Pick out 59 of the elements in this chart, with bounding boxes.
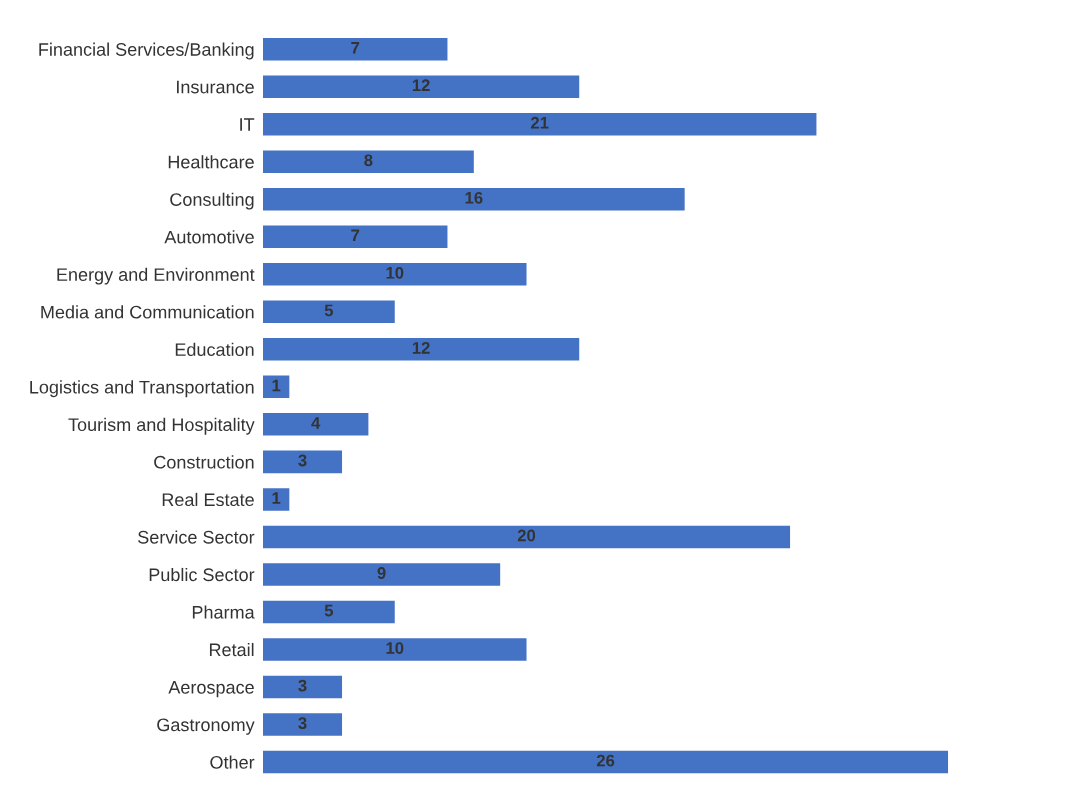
bar — [262, 225, 448, 249]
bar — [262, 675, 343, 699]
y-tick-label: Construction — [154, 455, 254, 469]
data-label: 3 — [298, 717, 307, 730]
bar — [262, 413, 369, 436]
bar — [262, 338, 580, 361]
bar — [262, 488, 290, 511]
y-tick-label: Automotive — [164, 230, 254, 244]
data-label: 7 — [351, 229, 360, 242]
data-label: 26 — [596, 754, 615, 767]
y-tick-label: Healthcare — [168, 155, 254, 169]
data-label: 16 — [465, 191, 483, 204]
y-tick-label: Education — [175, 342, 254, 357]
y-tick-label: Insurance — [177, 80, 254, 94]
bar — [262, 750, 949, 774]
bar — [262, 263, 527, 286]
data-label: 10 — [386, 642, 404, 654]
bar — [262, 150, 474, 173]
bar — [262, 300, 395, 324]
data-label: 8 — [364, 154, 373, 167]
data-label: 12 — [412, 341, 430, 354]
bar — [262, 187, 685, 211]
bar — [262, 75, 580, 98]
y-tick-label: IT — [240, 118, 255, 131]
data-label: 3 — [298, 679, 307, 692]
y-tick-label: Aerospace — [168, 681, 254, 698]
y-tick-label: Public Sector — [149, 567, 255, 582]
y-tick-label: Retail — [209, 642, 254, 657]
data-label: 7 — [351, 42, 360, 54]
y-tick-label: Other — [210, 755, 255, 769]
y-tick-label: Consulting — [170, 192, 254, 210]
bar — [262, 112, 817, 136]
y-tick-label: Financial Services/Banking — [39, 42, 254, 60]
data-label: 1 — [272, 379, 281, 392]
y-tick-label: Service Sector — [138, 530, 255, 544]
bar — [262, 600, 395, 624]
data-label: 3 — [298, 454, 307, 467]
data-label: 4 — [311, 417, 321, 429]
bar — [262, 37, 448, 61]
data-label: 5 — [324, 304, 334, 317]
data-label: 20 — [517, 529, 536, 542]
data-label: 9 — [377, 567, 386, 579]
y-tick-label: Gastronomy — [157, 718, 255, 735]
y-tick-label: Energy and Environment — [57, 267, 255, 285]
data-label: 10 — [386, 266, 404, 279]
bar — [262, 525, 791, 549]
data-label: 12 — [412, 79, 430, 91]
data-label: 1 — [272, 492, 281, 504]
y-tick-label: Logistics and Transportation — [30, 380, 254, 398]
y-tick-label: Tourism and Hospitality — [68, 417, 255, 435]
y-tick-label: Media and Communication — [41, 305, 254, 319]
bar — [262, 713, 343, 736]
y-tick-label: Real Estate — [162, 492, 254, 507]
bar — [262, 450, 343, 474]
bar — [262, 638, 527, 661]
bar — [262, 563, 501, 586]
data-label: 21 — [531, 116, 549, 129]
y-tick-label: Pharma — [192, 605, 255, 619]
data-label: 5 — [324, 604, 334, 617]
